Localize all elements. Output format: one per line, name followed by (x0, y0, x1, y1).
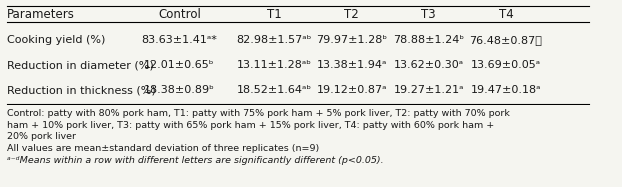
Text: Control: patty with 80% pork ham, T1: patty with 75% pork ham + 5% pork liver, T: Control: patty with 80% pork ham, T1: pa… (7, 109, 510, 118)
Text: 19.12±0.87ᵃ: 19.12±0.87ᵃ (317, 85, 387, 95)
Text: 19.47±0.18ᵃ: 19.47±0.18ᵃ (471, 85, 541, 95)
Text: ᵃ⁻ᵈMeans within a row with different letters are significantly different (p<0.05: ᵃ⁻ᵈMeans within a row with different let… (7, 156, 384, 165)
Text: 13.11±1.28ᵃᵇ: 13.11±1.28ᵃᵇ (237, 60, 312, 70)
Text: ham + 10% pork liver, T3: patty with 65% pork ham + 15% pork liver, T4: patty wi: ham + 10% pork liver, T3: patty with 65%… (7, 121, 494, 130)
Text: 20% pork liver: 20% pork liver (7, 132, 77, 142)
Text: 83.63±1.41ᵃ*: 83.63±1.41ᵃ* (142, 35, 218, 45)
Text: 13.38±1.94ᵃ: 13.38±1.94ᵃ (317, 60, 387, 70)
Text: 13.69±0.05ᵃ: 13.69±0.05ᵃ (471, 60, 541, 70)
Text: T4: T4 (499, 8, 513, 21)
Text: Parameters: Parameters (7, 8, 75, 21)
Text: 76.48±0.87ၣ: 76.48±0.87ၣ (470, 35, 542, 45)
Text: 13.62±0.30ᵃ: 13.62±0.30ᵃ (394, 60, 464, 70)
Text: 78.88±1.24ᵇ: 78.88±1.24ᵇ (393, 35, 465, 45)
Text: Reduction in diameter (%): Reduction in diameter (%) (7, 60, 154, 70)
Text: All values are mean±standard deviation of three replicates (n=9): All values are mean±standard deviation o… (7, 144, 320, 153)
Text: Cooking yield (%): Cooking yield (%) (7, 35, 106, 45)
Text: 18.38±0.89ᵇ: 18.38±0.89ᵇ (144, 85, 215, 95)
Text: 12.01±0.65ᵇ: 12.01±0.65ᵇ (144, 60, 215, 70)
Text: 18.52±1.64ᵃᵇ: 18.52±1.64ᵃᵇ (237, 85, 312, 95)
Text: Control: Control (158, 8, 201, 21)
Text: 19.27±1.21ᵃ: 19.27±1.21ᵃ (394, 85, 464, 95)
Text: Reduction in thickness (%): Reduction in thickness (%) (7, 85, 156, 95)
Text: 79.97±1.28ᵇ: 79.97±1.28ᵇ (316, 35, 387, 45)
Text: T1: T1 (267, 8, 282, 21)
Text: T3: T3 (422, 8, 436, 21)
Text: T2: T2 (344, 8, 359, 21)
Text: 82.98±1.57ᵃᵇ: 82.98±1.57ᵃᵇ (237, 35, 312, 45)
